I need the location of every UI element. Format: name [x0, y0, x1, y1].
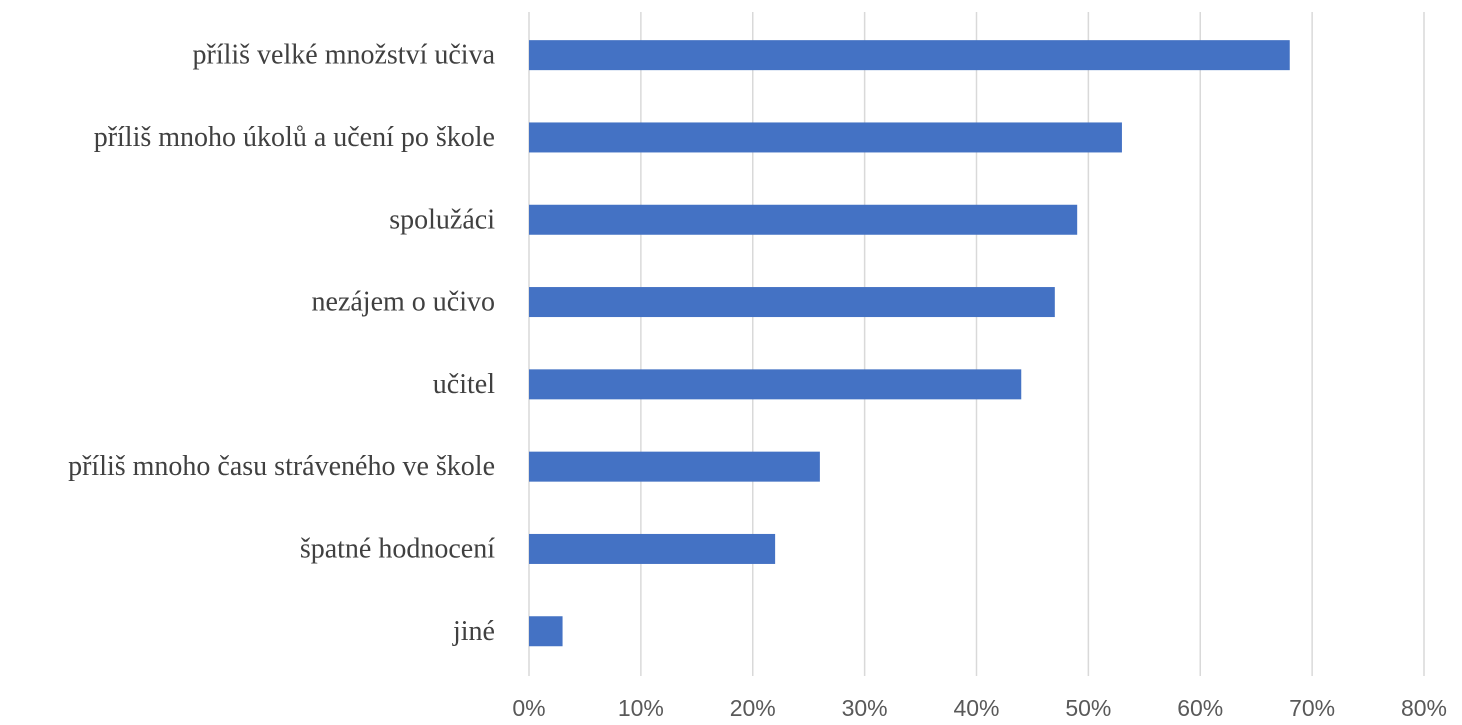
x-tick-label: 0%	[512, 695, 545, 721]
category-label: jiné	[452, 616, 495, 647]
grid-layer	[528, 12, 1425, 676]
bar	[529, 369, 1022, 400]
category-label: učitel	[433, 369, 495, 400]
x-tick-label: 30%	[842, 695, 888, 721]
category-label: spolužáci	[389, 204, 495, 235]
bar	[529, 122, 1122, 153]
bar	[529, 204, 1078, 235]
x-tick-label: 60%	[1177, 695, 1223, 721]
bar	[529, 287, 1055, 318]
x-tick-label-layer: 0% 10% 20% 30% 40% 50% 60% 70% 80%	[512, 695, 1447, 721]
bar-layer	[529, 40, 1290, 647]
bar	[529, 616, 563, 647]
category-label-layer: příliš velké množství učiva příliš mnoho …	[68, 40, 495, 647]
x-tick-label: 20%	[730, 695, 776, 721]
bar	[529, 451, 820, 482]
x-tick-label: 50%	[1065, 695, 1111, 721]
category-label: příliš mnoho času stráveného ve škole	[68, 451, 495, 482]
x-tick-label: 80%	[1401, 695, 1447, 721]
category-label: špatné hodnocení	[300, 533, 495, 564]
x-tick-label: 40%	[953, 695, 999, 721]
category-label: nezájem o učivo	[312, 287, 495, 318]
x-tick-label: 10%	[618, 695, 664, 721]
bar	[529, 533, 776, 564]
x-tick-label: 70%	[1289, 695, 1335, 721]
bar	[529, 40, 1290, 71]
category-label: příliš mnoho úkolů a učení po škole	[94, 122, 495, 153]
category-label: příliš velké množství učiva	[193, 40, 496, 71]
